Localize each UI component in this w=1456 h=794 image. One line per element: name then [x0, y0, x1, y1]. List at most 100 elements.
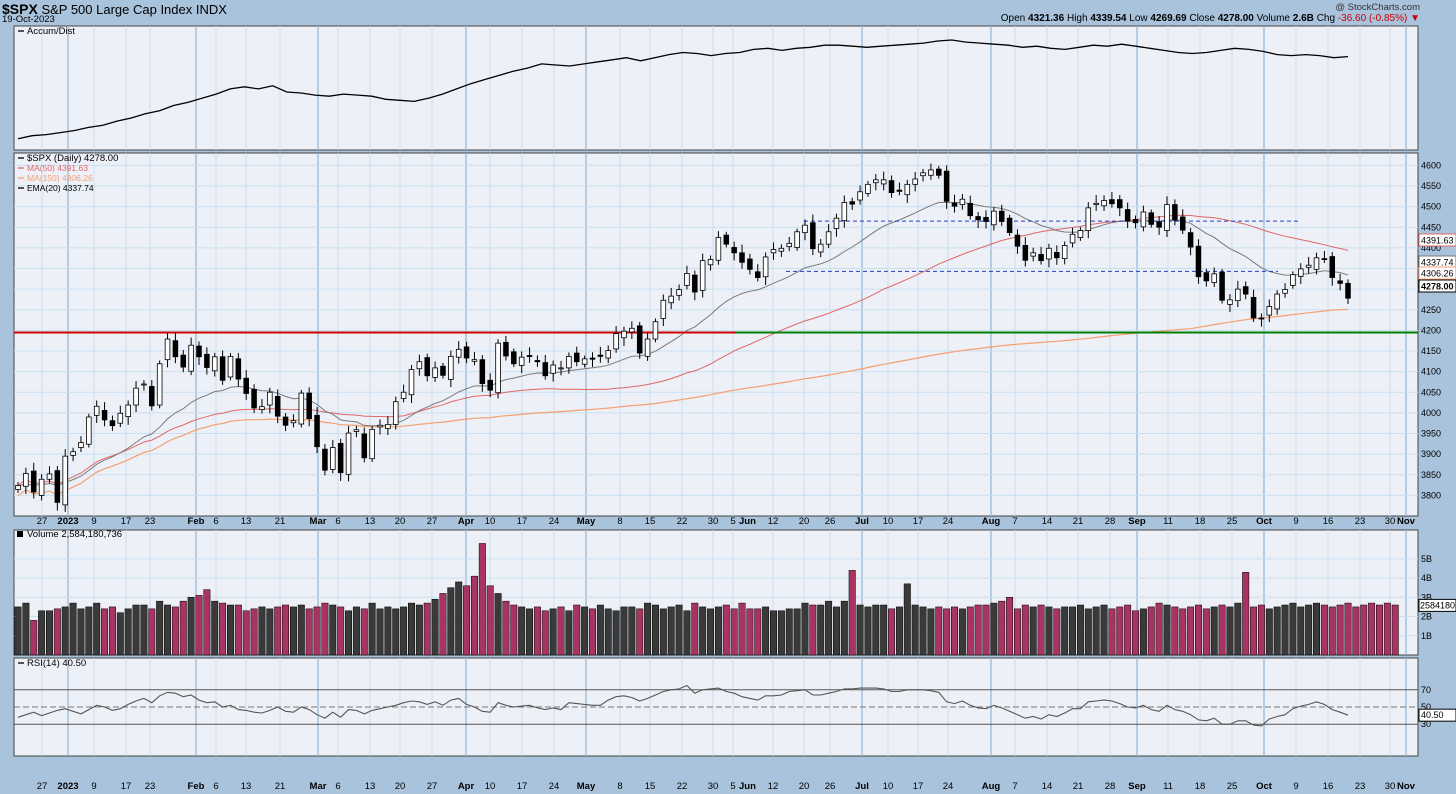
candle — [400, 391, 407, 399]
x-tick-label: 26 — [825, 516, 836, 527]
volume-bar — [46, 610, 53, 656]
candle — [322, 448, 328, 471]
x2-tick-label: 21 — [275, 781, 286, 792]
candle — [503, 341, 509, 357]
candle — [1006, 217, 1013, 234]
x-tick-label: 6 — [213, 516, 218, 527]
x2-tick-label: 22 — [677, 781, 688, 792]
chart-header: $SPX S&P 500 Large Cap Index INDX 19-Oct… — [0, 0, 1456, 26]
price-tag-box — [1418, 279, 1456, 293]
volume-bar — [1352, 606, 1360, 656]
x-tick-label: 2023 — [57, 516, 78, 527]
volume-axis-label: 5B — [1421, 554, 1432, 564]
price-axis-label: 4550 — [1421, 181, 1441, 191]
candle — [652, 321, 659, 340]
ma150-line — [17, 308, 1349, 497]
candle — [998, 210, 1005, 222]
volume-bar — [636, 608, 644, 656]
volume-bar — [966, 606, 974, 656]
volume-bar — [219, 602, 227, 656]
volume-bar — [651, 604, 659, 656]
candle — [1140, 211, 1147, 228]
x2-tick-label: 28 — [1105, 781, 1116, 792]
price-axis-label: 4100 — [1421, 367, 1441, 377]
volume-bar — [1320, 604, 1328, 656]
volume-bar — [557, 606, 565, 656]
volume-axis-label: 2B — [1421, 612, 1432, 622]
x2-tick-label: 6 — [335, 781, 340, 792]
candle — [290, 420, 297, 424]
candle — [983, 216, 989, 222]
volume-bar — [1250, 606, 1258, 656]
volume-bar — [770, 610, 777, 656]
candle — [1061, 244, 1068, 259]
x-tick-label: 13 — [365, 516, 376, 527]
x-tick-label: 17 — [517, 516, 528, 527]
x2-tick-label: Mar — [310, 781, 327, 792]
volume-bar — [1226, 606, 1234, 656]
volume-bar — [93, 602, 101, 656]
volume-tag: 2584180 — [1420, 600, 1455, 610]
volume-bar — [825, 600, 833, 656]
volume-bar — [1108, 608, 1116, 656]
candle — [125, 404, 131, 417]
x-tick-label: 18 — [1195, 516, 1206, 527]
candle — [566, 355, 572, 369]
volume-bar — [242, 610, 250, 656]
ma150-legend: MA(150) 4306.26 — [27, 173, 93, 183]
candle — [1274, 293, 1280, 310]
volume-bar — [1069, 606, 1077, 656]
x-tick-label: Mar — [310, 516, 327, 527]
candle — [597, 354, 604, 357]
volume-bar — [604, 608, 612, 656]
volume-bar — [274, 606, 282, 656]
volume-bar — [1289, 602, 1297, 656]
x2-tick-label: 9 — [1293, 781, 1298, 792]
price-axis-label: 4450 — [1421, 222, 1441, 232]
candle — [86, 416, 92, 445]
volume-bar — [903, 583, 911, 656]
volume-bar — [234, 604, 242, 656]
candle — [62, 455, 68, 506]
volume-bar — [581, 606, 589, 656]
candle — [825, 231, 832, 245]
volume-bar — [439, 593, 447, 656]
candle — [849, 201, 855, 205]
candle — [416, 361, 423, 370]
candle — [865, 183, 871, 194]
candle — [896, 189, 903, 192]
candle — [550, 364, 556, 374]
volume-legend-swatch — [17, 531, 23, 537]
volume-bar — [1328, 606, 1336, 656]
stockcharts-watermark: @ StockCharts.com — [1335, 2, 1420, 13]
candle — [306, 392, 312, 420]
volume-bar — [746, 608, 754, 656]
x2-tick-label: 24 — [549, 781, 560, 792]
x-tick-label: 20 — [799, 516, 810, 527]
x2-tick-label: Jul — [855, 781, 869, 792]
candle — [1235, 288, 1241, 302]
candle — [15, 485, 21, 491]
volume-bar — [297, 604, 305, 656]
candle — [991, 210, 997, 226]
price-axis-label: 4600 — [1421, 160, 1441, 170]
candle — [117, 412, 124, 424]
volume-bar — [1132, 610, 1139, 656]
candle — [330, 447, 336, 470]
x-tick-label: 8 — [617, 516, 622, 527]
volume-bar — [691, 602, 699, 656]
candle — [424, 357, 430, 377]
volume-bar — [1029, 606, 1037, 656]
candle — [1242, 286, 1249, 295]
candle — [93, 405, 100, 416]
volume-bar — [856, 604, 864, 656]
price-tag: 4306.26 — [1421, 269, 1454, 279]
volume-bar — [714, 606, 722, 656]
candle — [78, 442, 84, 448]
volume-bar — [1092, 606, 1100, 656]
x2-tick-label: 15 — [645, 781, 656, 792]
volume-bar — [321, 602, 329, 656]
candle — [676, 289, 682, 296]
x2-tick-label: 17 — [913, 781, 924, 792]
volume-bar — [1053, 608, 1061, 656]
